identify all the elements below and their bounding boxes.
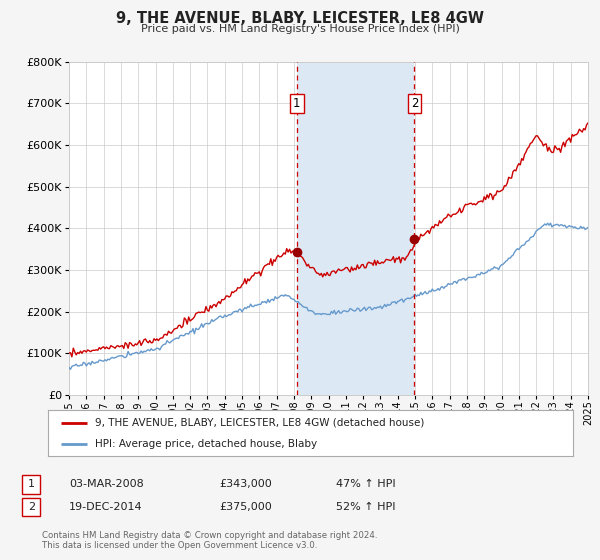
- Text: 2: 2: [28, 502, 35, 512]
- Text: 03-MAR-2008: 03-MAR-2008: [69, 479, 144, 489]
- Text: £343,000: £343,000: [219, 479, 272, 489]
- Text: 9, THE AVENUE, BLABY, LEICESTER, LE8 4GW: 9, THE AVENUE, BLABY, LEICESTER, LE8 4GW: [116, 11, 484, 26]
- Text: Contains HM Land Registry data © Crown copyright and database right 2024.
This d: Contains HM Land Registry data © Crown c…: [42, 531, 377, 550]
- Text: 52% ↑ HPI: 52% ↑ HPI: [336, 502, 395, 512]
- Text: Price paid vs. HM Land Registry's House Price Index (HPI): Price paid vs. HM Land Registry's House …: [140, 24, 460, 34]
- Text: £375,000: £375,000: [219, 502, 272, 512]
- Text: 2: 2: [411, 97, 418, 110]
- Text: 9, THE AVENUE, BLABY, LEICESTER, LE8 4GW (detached house): 9, THE AVENUE, BLABY, LEICESTER, LE8 4GW…: [95, 418, 425, 428]
- Bar: [297, 62, 415, 395]
- Text: 19-DEC-2014: 19-DEC-2014: [69, 502, 143, 512]
- Text: 47% ↑ HPI: 47% ↑ HPI: [336, 479, 395, 489]
- Text: HPI: Average price, detached house, Blaby: HPI: Average price, detached house, Blab…: [95, 439, 317, 449]
- Text: 1: 1: [293, 97, 301, 110]
- Text: 1: 1: [28, 479, 35, 489]
